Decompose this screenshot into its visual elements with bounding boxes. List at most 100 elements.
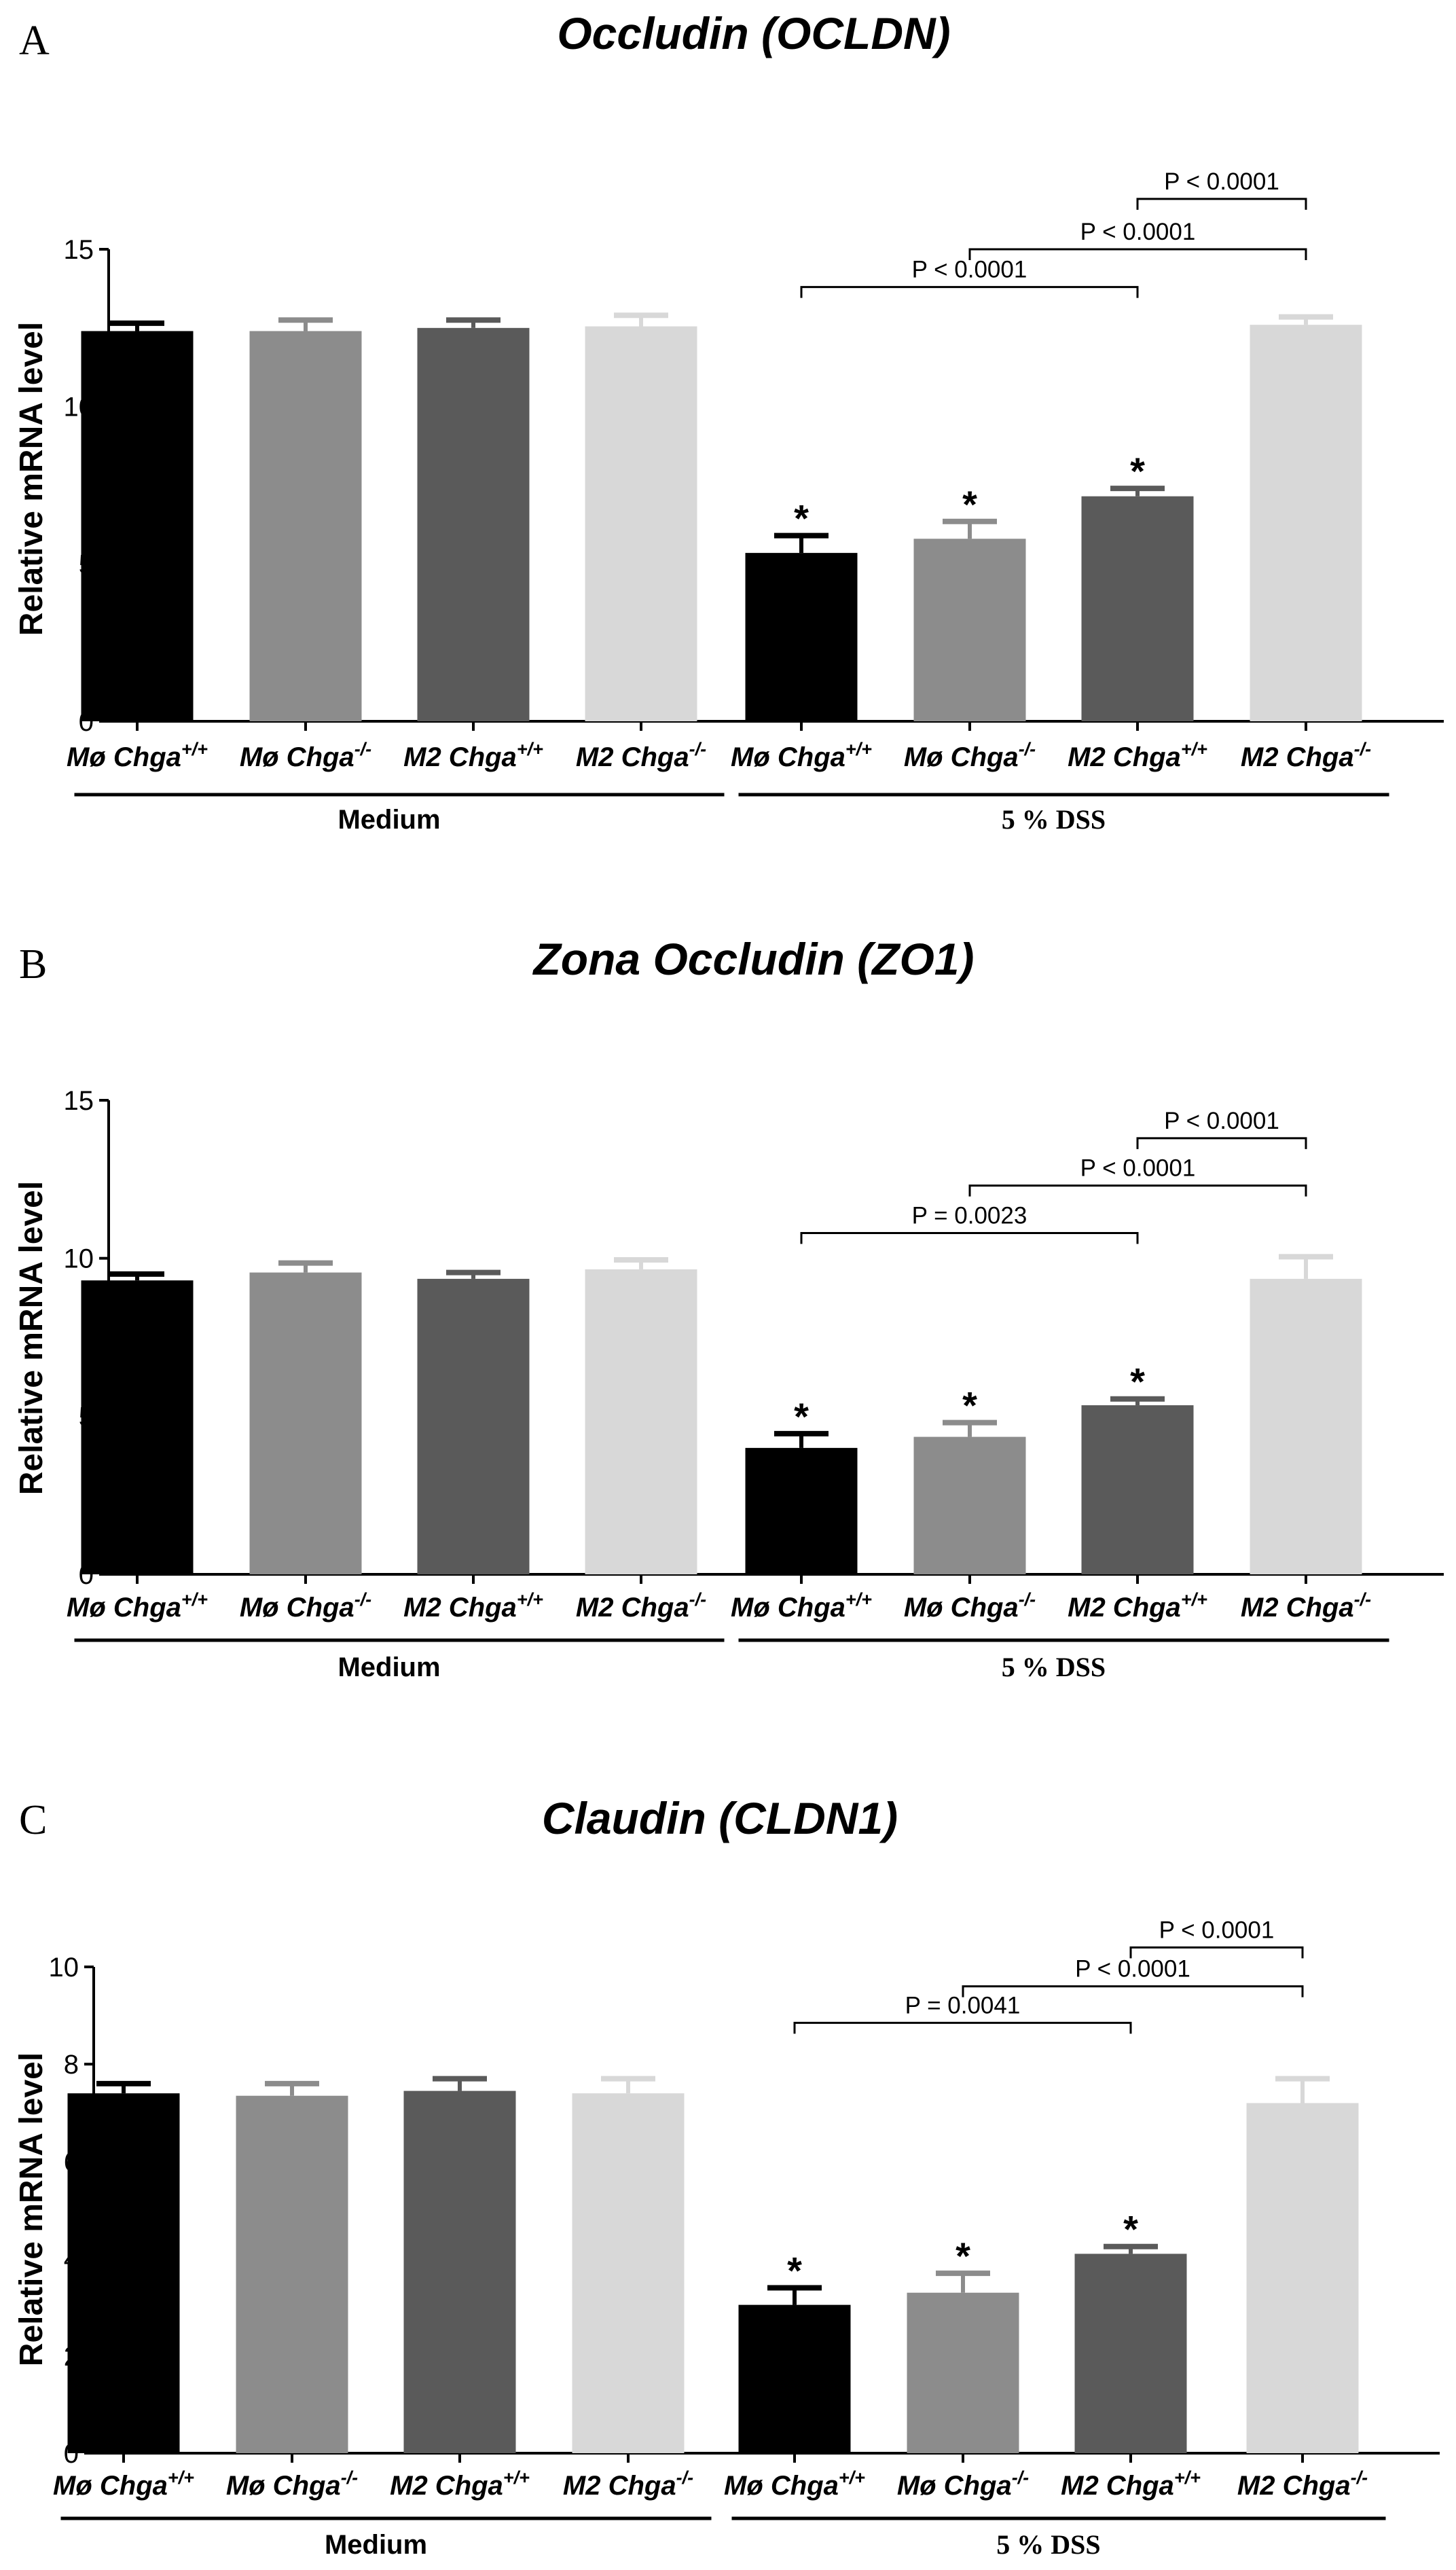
x-category-superscript: +/+ bbox=[839, 2467, 865, 2488]
x-category-label: Mø Chga-/- bbox=[240, 1589, 371, 1623]
x-category-label: Mø Chga-/- bbox=[904, 1589, 1036, 1623]
x-category-superscript: -/- bbox=[1354, 739, 1371, 759]
x-category-base: M2 Chga bbox=[563, 2471, 676, 2501]
x-category-label: Mø Chga-/- bbox=[240, 739, 371, 772]
y-axis-label: Relative mRNA level bbox=[14, 2052, 50, 2366]
comparison-bracket bbox=[1129, 1946, 1304, 1959]
comparison-bracket bbox=[1136, 198, 1307, 210]
panel-c: C Claudin (CLDN1) Relative mRNA level 02… bbox=[14, 1793, 1440, 2560]
significance-star: * bbox=[794, 1395, 809, 1438]
significance-star: * bbox=[1130, 1360, 1145, 1403]
bar bbox=[249, 1272, 362, 1574]
bar bbox=[1250, 325, 1362, 721]
comparison-bracket bbox=[800, 1231, 1139, 1244]
group-label: Medium bbox=[325, 2530, 427, 2560]
x-category-label: Mø Chga+/+ bbox=[731, 1589, 872, 1623]
bar bbox=[1081, 496, 1194, 721]
x-category-base: Mø Chga bbox=[731, 1593, 845, 1623]
x-category-label: M2 Chga-/- bbox=[1241, 739, 1371, 772]
x-category-superscript: -/- bbox=[1354, 1589, 1371, 1610]
p-value-label: P < 0.0001 bbox=[1159, 1917, 1275, 1943]
bar bbox=[745, 553, 858, 721]
bar bbox=[913, 1436, 1026, 1574]
y-tick-label: 15 bbox=[64, 1086, 94, 1116]
x-category-superscript: +/+ bbox=[1181, 739, 1207, 759]
x-category-label: M2 Chga-/- bbox=[576, 739, 706, 772]
x-category-label: Mø Chga+/+ bbox=[731, 739, 872, 772]
x-category-base: M2 Chga bbox=[1241, 1593, 1354, 1623]
x-category-base: M2 Chga bbox=[576, 742, 689, 772]
x-category-label: Mø Chga+/+ bbox=[724, 2467, 865, 2501]
bar bbox=[81, 1280, 194, 1574]
x-category-base: Mø Chga bbox=[904, 1593, 1019, 1623]
x-category-superscript: -/- bbox=[1012, 2467, 1029, 2488]
x-category-superscript: +/+ bbox=[845, 1589, 872, 1610]
bar bbox=[249, 331, 362, 721]
bar bbox=[1246, 2103, 1359, 2453]
p-value-label: P < 0.0001 bbox=[1164, 168, 1279, 195]
x-category-superscript: -/- bbox=[689, 1589, 706, 1610]
bar bbox=[236, 2095, 348, 2453]
x-category-superscript: +/+ bbox=[1174, 2467, 1201, 2488]
x-category-superscript: -/- bbox=[1351, 2467, 1368, 2488]
y-tick-label: 10 bbox=[64, 1244, 94, 1274]
bar bbox=[738, 2304, 851, 2453]
x-category-base: Mø Chga bbox=[67, 742, 181, 772]
bar bbox=[1081, 1405, 1194, 1574]
x-category-superscript: +/+ bbox=[845, 739, 872, 759]
p-value-label: P < 0.0001 bbox=[1080, 1155, 1196, 1182]
x-category-superscript: -/- bbox=[1019, 1589, 1036, 1610]
x-category-base: Mø Chga bbox=[67, 1593, 181, 1623]
x-category-label: M2 Chga+/+ bbox=[390, 2467, 530, 2501]
p-value-label: P < 0.0001 bbox=[1164, 1108, 1279, 1134]
x-category-base: M2 Chga bbox=[1068, 742, 1181, 772]
y-axis-label: Relative mRNA level bbox=[14, 322, 50, 636]
bar bbox=[67, 2093, 180, 2453]
bar bbox=[572, 2093, 685, 2453]
bar bbox=[585, 326, 697, 721]
x-category-label: M2 Chga-/- bbox=[1241, 1589, 1371, 1623]
x-category-label: M2 Chga+/+ bbox=[1068, 1589, 1207, 1623]
x-category-label: M2 Chga+/+ bbox=[1061, 2467, 1201, 2501]
x-category-superscript: +/+ bbox=[168, 2467, 194, 2488]
y-axis-label: Relative mRNA level bbox=[14, 1181, 50, 1495]
significance-star: * bbox=[1130, 450, 1145, 492]
significance-star: * bbox=[787, 2249, 802, 2292]
p-value-label: P = 0.0023 bbox=[912, 1202, 1027, 1229]
bar bbox=[913, 539, 1026, 721]
x-category-superscript: +/+ bbox=[517, 739, 543, 759]
x-category-base: Mø Chga bbox=[724, 2471, 839, 2501]
x-category-base: Mø Chga bbox=[731, 742, 845, 772]
panel-letter: A bbox=[19, 18, 50, 64]
group-label: Medium bbox=[338, 1652, 440, 1682]
x-category-base: Mø Chga bbox=[53, 2471, 168, 2501]
p-value-label: P < 0.0001 bbox=[1080, 219, 1196, 245]
x-category-superscript: -/- bbox=[689, 739, 706, 759]
y-tick-label: 8 bbox=[64, 2050, 79, 2080]
comparison-bracket bbox=[968, 248, 1307, 260]
x-category-label: Mø Chga-/- bbox=[904, 739, 1036, 772]
x-category-label: M2 Chga+/+ bbox=[403, 1589, 543, 1623]
chart-title: Claudin (CLDN1) bbox=[542, 1793, 898, 1843]
x-category-superscript: -/- bbox=[1019, 739, 1036, 759]
y-tick-label: 10 bbox=[49, 1953, 79, 1983]
y-tick-label: 15 bbox=[64, 235, 94, 265]
panel-letter: C bbox=[19, 1797, 47, 1843]
significance-star: * bbox=[962, 1384, 977, 1427]
comparison-bracket bbox=[793, 2021, 1132, 2034]
x-category-base: M2 Chga bbox=[1237, 2471, 1351, 2501]
plot-area: 051015Mø Chga+/+Mø Chga-/-M2 Chga+/+M2 C… bbox=[64, 168, 1444, 835]
plot-area: 0246810Mø Chga+/+Mø Chga-/-M2 Chga+/+M2 … bbox=[49, 1917, 1440, 2560]
x-category-base: M2 Chga bbox=[1241, 742, 1354, 772]
x-category-label: Mø Chga-/- bbox=[897, 2467, 1029, 2501]
comparison-bracket bbox=[1136, 1137, 1307, 1149]
x-category-label: M2 Chga-/- bbox=[563, 2467, 693, 2501]
x-category-superscript: +/+ bbox=[503, 2467, 530, 2488]
x-category-label: M2 Chga-/- bbox=[1237, 2467, 1368, 2501]
x-category-superscript: +/+ bbox=[517, 1589, 543, 1610]
plot-area: 051015Mø Chga+/+Mø Chga-/-M2 Chga+/+M2 C… bbox=[64, 1086, 1444, 1682]
group-label: 5 % DSS bbox=[1002, 1652, 1106, 1682]
panel-b: B Zona Occludin (ZO1) Relative mRNA leve… bbox=[14, 934, 1444, 1682]
bar bbox=[417, 327, 530, 721]
